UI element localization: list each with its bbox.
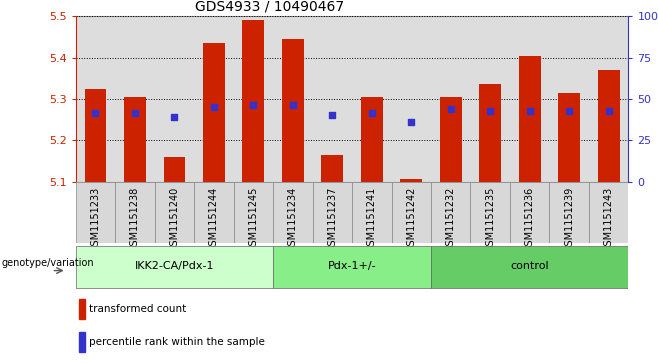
Bar [559, 93, 580, 182]
Bar [273, 16, 313, 182]
Text: GSM1151236: GSM1151236 [524, 187, 535, 252]
FancyBboxPatch shape [234, 182, 273, 243]
Bar [598, 70, 620, 182]
FancyBboxPatch shape [510, 182, 549, 243]
FancyBboxPatch shape [155, 182, 194, 243]
Bar [243, 20, 265, 182]
Bar [519, 56, 541, 182]
Bar [361, 97, 383, 182]
Bar [84, 89, 107, 182]
Bar [401, 179, 422, 182]
Point [485, 109, 495, 114]
Bar [440, 97, 462, 182]
Point [564, 109, 574, 114]
Text: control: control [511, 261, 549, 271]
Text: GSM1151239: GSM1151239 [564, 187, 574, 252]
Bar [115, 16, 155, 182]
FancyBboxPatch shape [273, 245, 431, 288]
Point [524, 109, 535, 114]
Text: GSM1151238: GSM1151238 [130, 187, 140, 252]
Bar [322, 155, 343, 182]
Point [327, 113, 338, 118]
Point [406, 119, 417, 125]
FancyBboxPatch shape [273, 182, 313, 243]
Bar [155, 16, 194, 182]
FancyBboxPatch shape [431, 182, 470, 243]
Point [445, 106, 456, 112]
Title: GDS4933 / 10490467: GDS4933 / 10490467 [195, 0, 343, 14]
Bar [76, 16, 115, 182]
Bar [431, 16, 470, 182]
Point [288, 102, 298, 108]
Bar [234, 16, 273, 182]
Text: GSM1151243: GSM1151243 [603, 187, 614, 252]
Bar [194, 16, 234, 182]
Bar [124, 97, 146, 182]
Bar [470, 16, 510, 182]
FancyBboxPatch shape [549, 182, 589, 243]
Text: genotype/variation: genotype/variation [1, 258, 94, 268]
Text: GSM1151237: GSM1151237 [327, 187, 338, 252]
FancyBboxPatch shape [352, 182, 392, 243]
Text: GSM1151233: GSM1151233 [90, 187, 101, 252]
Text: transformed count: transformed count [89, 304, 186, 314]
Bar [392, 16, 431, 182]
Point [130, 110, 140, 116]
FancyBboxPatch shape [115, 182, 155, 243]
Point [603, 109, 614, 114]
Bar [549, 16, 589, 182]
Bar [313, 16, 352, 182]
Bar [282, 39, 304, 182]
Bar [79, 299, 85, 319]
FancyBboxPatch shape [589, 182, 628, 243]
Text: Pdx-1+/-: Pdx-1+/- [328, 261, 376, 271]
Point [248, 102, 259, 108]
Text: GSM1151241: GSM1151241 [367, 187, 377, 252]
Bar [480, 85, 501, 182]
Bar [352, 16, 392, 182]
Text: GSM1151245: GSM1151245 [248, 187, 259, 252]
Text: GSM1151240: GSM1151240 [169, 187, 180, 252]
Text: GSM1151234: GSM1151234 [288, 187, 298, 252]
Bar [79, 332, 85, 352]
Text: GSM1151242: GSM1151242 [406, 187, 417, 252]
Text: percentile rank within the sample: percentile rank within the sample [89, 337, 265, 347]
Bar [203, 43, 225, 182]
Point [367, 110, 377, 116]
FancyBboxPatch shape [431, 245, 628, 288]
Point [209, 104, 219, 110]
FancyBboxPatch shape [470, 182, 510, 243]
FancyBboxPatch shape [76, 245, 273, 288]
Bar [510, 16, 549, 182]
Bar [589, 16, 628, 182]
Bar [164, 157, 186, 182]
FancyBboxPatch shape [313, 182, 352, 243]
Point [90, 110, 101, 116]
FancyBboxPatch shape [194, 182, 234, 243]
FancyBboxPatch shape [392, 182, 431, 243]
Text: GSM1151235: GSM1151235 [485, 187, 495, 252]
Text: GSM1151232: GSM1151232 [445, 187, 456, 252]
Point [169, 115, 180, 121]
FancyBboxPatch shape [76, 182, 115, 243]
Text: IKK2-CA/Pdx-1: IKK2-CA/Pdx-1 [135, 261, 214, 271]
Text: GSM1151244: GSM1151244 [209, 187, 219, 252]
